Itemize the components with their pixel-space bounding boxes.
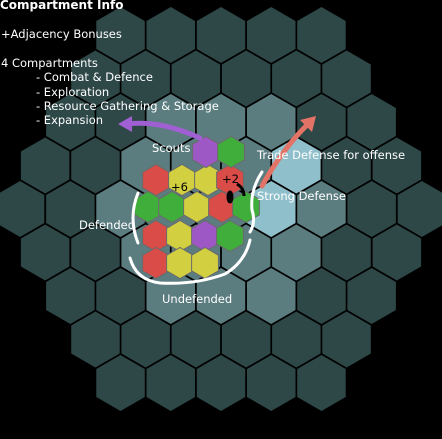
undefended-label: Undefended: [162, 292, 232, 306]
board-hex: [322, 50, 371, 107]
undefended-boundary: [128, 238, 252, 285]
board-hex: [347, 94, 396, 150]
board-hex: [71, 224, 120, 281]
board-hex: [347, 268, 396, 324]
board-hex: [146, 94, 195, 150]
board-hex: [96, 7, 145, 63]
board-hex: [297, 181, 346, 237]
info-title: Compartment Info: [0, 0, 123, 12]
board-hex: [146, 355, 195, 411]
board-hex: [146, 7, 195, 63]
compartment-cell: [191, 246, 219, 280]
trade-label: Trade Defense for offense: [256, 148, 405, 162]
trade-arrowhead: [300, 116, 316, 132]
defense-mark-curve: [236, 182, 246, 197]
defended-label: Defended: [79, 218, 135, 232]
board-hex: [247, 181, 296, 237]
defense-mark: [226, 190, 234, 204]
board-hex: [71, 137, 120, 194]
board-hex: [96, 94, 145, 150]
bonus-plus2-label: +2: [222, 172, 239, 186]
board-hex: [121, 50, 170, 107]
compartment-item-expansion: - Expansion: [36, 113, 103, 127]
board-hex: [297, 94, 346, 150]
board-hex: [196, 7, 246, 63]
board-hex: [322, 224, 371, 281]
compartment-cell: [217, 135, 245, 169]
board-hex: [347, 181, 396, 237]
board-hex: [20, 224, 70, 281]
board-hex: [272, 311, 321, 368]
board-hex: [96, 268, 145, 324]
trade-arrow: [259, 123, 309, 189]
defended-boundary: [131, 191, 140, 245]
board-hex: [20, 137, 70, 194]
board-hex: [196, 94, 246, 150]
board-hex: [121, 311, 170, 368]
compartments-heading: 4 Compartments: [1, 56, 98, 70]
board-hex: [221, 50, 271, 107]
board-hex: [196, 355, 246, 411]
compartment-cell: [216, 219, 244, 253]
board-hex: [71, 50, 120, 107]
hex-grid: [0, 7, 442, 411]
board-hex: [0, 181, 45, 237]
board-hex: [221, 311, 271, 368]
board-hex: [322, 311, 371, 368]
compartment-item-resource: - Resource Gathering & Storage: [36, 99, 219, 113]
board-hex: [171, 311, 221, 368]
board-hex: [96, 355, 145, 411]
board-hex: [247, 268, 296, 324]
board-hex: [71, 311, 120, 368]
bonus-plus6-label: +6: [171, 180, 188, 194]
strong-defense-label: Strong Defense: [257, 189, 346, 203]
board-hex: [297, 268, 346, 324]
board-hex: [397, 181, 442, 237]
strong-defense-boundary: [248, 170, 264, 234]
board-hex: [372, 137, 422, 194]
board-hex: [171, 50, 221, 107]
scouts-label: Scouts: [152, 141, 190, 155]
board-hex: [46, 94, 95, 150]
board-hex: [46, 268, 95, 324]
scouts-arrow: [125, 120, 203, 141]
compartment-item-exploration: - Exploration: [36, 85, 109, 99]
compartment-item-combat: - Combat & Defence: [36, 70, 153, 84]
adjacency-text: +Adjacency Bonuses: [1, 27, 122, 41]
board-hex: [272, 137, 321, 194]
board-hex: [247, 7, 296, 63]
board-hex: [297, 355, 346, 411]
board-hex: [272, 224, 321, 281]
board-hex: [247, 355, 296, 411]
board-hex: [322, 137, 371, 194]
board-hex: [297, 7, 346, 63]
scouts-arrowhead: [118, 116, 132, 132]
board-hex: [196, 268, 246, 324]
board-hex: [372, 224, 422, 281]
board-hex: [247, 94, 296, 150]
board-hex: [46, 181, 95, 237]
board-hex: [272, 50, 321, 107]
